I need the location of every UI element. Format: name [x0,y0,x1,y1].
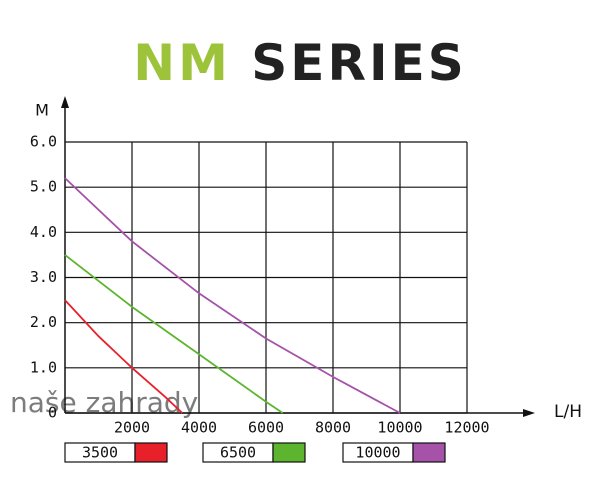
x-tick-label: 4000 [181,419,217,437]
y-tick-label: 3.0 [30,268,57,286]
y-tick-label: 1.0 [30,358,57,376]
x-tick-label: 6000 [248,419,284,437]
series-line [64,299,183,414]
chart-title: NM SERIES [133,34,466,92]
legend-label: 3500 [82,444,118,462]
x-tick-label: 8000 [315,419,351,437]
y-tick-label: 4.0 [30,223,57,241]
x-arrow [523,409,535,417]
y-tick-label: 5.0 [30,178,57,196]
y-tick-label: 0 [48,404,57,422]
y-tick-label: 6.0 [30,133,57,151]
title-prefix: NM [133,34,231,92]
legend-swatch [134,442,168,463]
x-tick-label: 2000 [114,419,150,437]
series-line [64,254,284,414]
x-axis-label: L/H [554,402,582,422]
x-tick-label: 12000 [444,419,489,437]
y-axis-label: M [35,101,49,120]
y-tick-label: 2.0 [30,313,57,331]
series-line [64,177,401,414]
title-main: SERIES [251,34,466,92]
y-arrow [61,96,69,108]
legend-swatch [272,442,306,463]
legend-label: 6500 [220,444,256,462]
legend-swatch [412,442,446,463]
x-tick-label: 10000 [377,419,422,437]
legend-label: 10000 [355,444,400,462]
